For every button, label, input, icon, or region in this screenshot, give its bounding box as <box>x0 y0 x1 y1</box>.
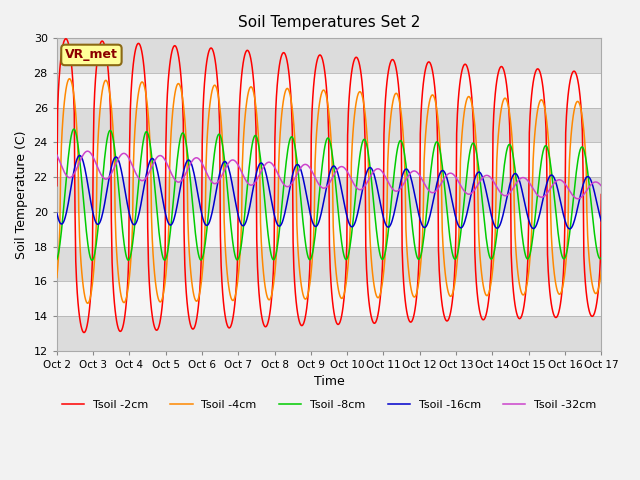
Tsoil -4cm <box>204 119 212 124</box>
Tsoil -32cm <box>412 168 420 174</box>
Tsoil -16cm <box>175 194 182 200</box>
Tsoil -2cm <box>120 317 128 323</box>
Tsoil -32cm <box>84 148 92 154</box>
Line: Tsoil -2cm: Tsoil -2cm <box>57 39 601 333</box>
Tsoil -4cm <box>413 290 420 296</box>
Bar <box>57 247 601 281</box>
Bar <box>57 212 601 247</box>
Tsoil -8cm <box>597 255 605 261</box>
Y-axis label: Soil Temperature (C): Soil Temperature (C) <box>15 130 28 259</box>
Tsoil -2cm <box>53 183 61 189</box>
Tsoil -16cm <box>396 182 404 188</box>
Tsoil -2cm <box>597 192 605 197</box>
Tsoil -4cm <box>84 300 92 306</box>
Bar <box>57 316 601 351</box>
Tsoil -2cm <box>62 36 70 42</box>
Line: Tsoil -8cm: Tsoil -8cm <box>57 129 601 260</box>
Tsoil -16cm <box>204 222 211 228</box>
Bar <box>57 73 601 108</box>
Tsoil -2cm <box>413 295 420 300</box>
Tsoil -32cm <box>396 186 404 192</box>
Tsoil -8cm <box>175 140 183 145</box>
Tsoil -16cm <box>412 197 420 203</box>
Tsoil -16cm <box>53 210 61 216</box>
Tsoil -4cm <box>66 76 74 82</box>
Tsoil -8cm <box>120 242 128 248</box>
Tsoil -32cm <box>597 183 605 189</box>
Tsoil -16cm <box>76 153 83 158</box>
Tsoil -32cm <box>120 151 127 156</box>
Tsoil -4cm <box>397 106 404 112</box>
Tsoil -16cm <box>120 179 127 185</box>
Tsoil -32cm <box>574 196 582 202</box>
Tsoil -2cm <box>175 60 183 66</box>
Bar <box>57 38 601 73</box>
Tsoil -4cm <box>597 268 605 274</box>
Tsoil -16cm <box>63 208 70 214</box>
Bar <box>57 143 601 177</box>
Line: Tsoil -32cm: Tsoil -32cm <box>57 151 601 199</box>
Tsoil -8cm <box>53 256 61 262</box>
Tsoil -4cm <box>63 83 70 88</box>
Line: Tsoil -16cm: Tsoil -16cm <box>57 156 601 229</box>
Tsoil -4cm <box>53 275 61 280</box>
Bar <box>57 281 601 316</box>
Tsoil -32cm <box>175 179 182 185</box>
Bar <box>57 108 601 143</box>
Tsoil -8cm <box>70 126 78 132</box>
Tsoil -8cm <box>63 171 70 177</box>
Tsoil -2cm <box>397 115 404 120</box>
Title: Soil Temperatures Set 2: Soil Temperatures Set 2 <box>238 15 420 30</box>
Tsoil -32cm <box>63 173 70 179</box>
Tsoil -4cm <box>175 82 183 87</box>
Tsoil -8cm <box>204 213 212 218</box>
Tsoil -2cm <box>63 37 71 43</box>
Legend: Tsoil -2cm, Tsoil -4cm, Tsoil -8cm, Tsoil -16cm, Tsoil -32cm: Tsoil -2cm, Tsoil -4cm, Tsoil -8cm, Tsoi… <box>58 395 601 414</box>
Tsoil -32cm <box>204 172 211 178</box>
Tsoil -16cm <box>597 218 605 224</box>
Line: Tsoil -4cm: Tsoil -4cm <box>57 79 601 303</box>
Tsoil -8cm <box>413 252 420 258</box>
Tsoil -16cm <box>566 226 573 232</box>
Bar <box>57 177 601 212</box>
Tsoil -2cm <box>80 330 88 336</box>
Tsoil -2cm <box>204 50 212 56</box>
X-axis label: Time: Time <box>314 375 344 388</box>
Text: VR_met: VR_met <box>65 48 118 61</box>
Tsoil -8cm <box>397 138 404 144</box>
Tsoil -4cm <box>120 300 128 305</box>
Tsoil -8cm <box>88 257 95 263</box>
Tsoil -32cm <box>53 152 61 158</box>
